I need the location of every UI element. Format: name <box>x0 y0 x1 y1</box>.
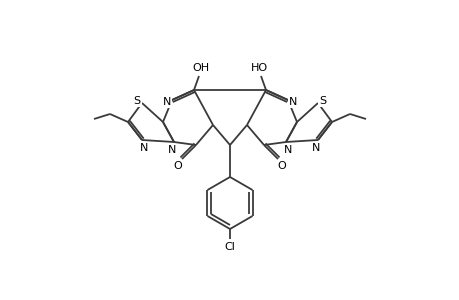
Text: N: N <box>168 145 176 155</box>
Text: N: N <box>162 97 171 107</box>
Text: N: N <box>288 97 297 107</box>
Text: S: S <box>319 96 326 106</box>
Text: S: S <box>133 96 140 106</box>
Text: OH: OH <box>192 63 209 73</box>
Text: N: N <box>311 143 319 153</box>
Text: Cl: Cl <box>224 242 235 252</box>
Text: O: O <box>173 161 182 171</box>
Text: N: N <box>140 143 148 153</box>
Text: N: N <box>283 145 291 155</box>
Text: HO: HO <box>250 63 267 73</box>
Text: O: O <box>277 161 286 171</box>
